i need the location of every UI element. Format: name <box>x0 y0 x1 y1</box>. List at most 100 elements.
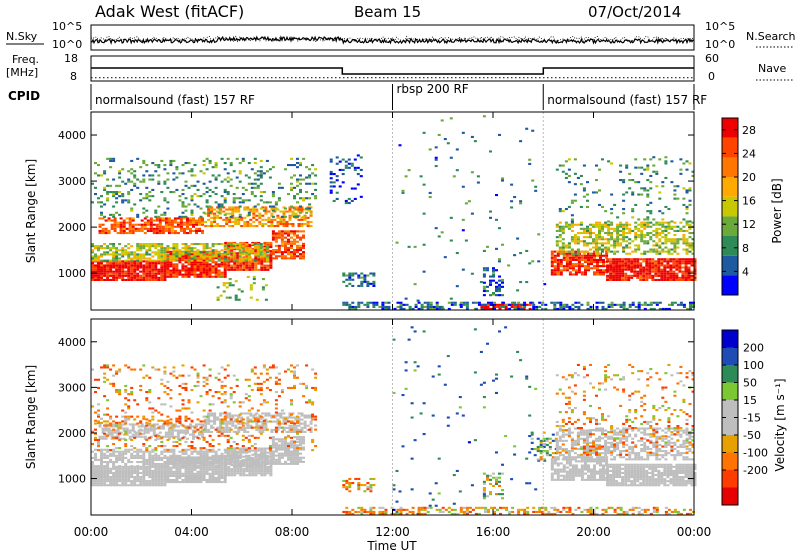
scatter-cell <box>178 259 181 261</box>
scatter-cell <box>185 272 188 274</box>
scatter-cell <box>266 160 269 162</box>
scatter-cell <box>172 463 175 465</box>
scatter-cell <box>206 463 209 465</box>
scatter-cell <box>682 204 685 206</box>
scatter-cell <box>572 267 575 269</box>
scatter-cell <box>108 220 111 222</box>
scatter-cell <box>670 220 673 222</box>
scatter-cell <box>260 166 263 168</box>
scatter-cell <box>673 247 676 249</box>
scatter-cell <box>172 245 175 247</box>
scatter-cell <box>136 258 139 260</box>
scatter-cell <box>163 168 166 170</box>
scatter-cell <box>621 267 624 269</box>
scatter-cell <box>254 183 257 185</box>
scatter-cell <box>142 255 145 257</box>
scatter-cell <box>100 470 103 472</box>
scatter-cell <box>296 230 299 232</box>
scatter-cell <box>287 230 290 232</box>
scatter-cell <box>118 465 121 467</box>
scatter-cell <box>562 210 565 212</box>
scatter-cell <box>234 223 237 225</box>
scatter-cell <box>278 446 281 448</box>
scatter-cell <box>230 251 233 253</box>
scatter-cell <box>590 267 593 269</box>
scatter-cell <box>284 255 287 257</box>
scatter-cell <box>490 302 493 304</box>
scatter-cell <box>230 247 233 249</box>
scatter-cell <box>238 299 241 301</box>
scatter-cell <box>175 471 178 473</box>
scatter-cell <box>133 478 136 480</box>
scatter-cell <box>489 282 492 284</box>
scatter-cell <box>227 177 230 179</box>
scatter-cell <box>664 222 667 224</box>
scatter-cell <box>427 304 430 306</box>
scatter-cell <box>112 258 115 260</box>
scatter-cell <box>163 267 166 269</box>
scatter-cell <box>686 212 689 214</box>
scatter-cell <box>109 484 112 486</box>
scatter-cell <box>263 448 266 450</box>
scatter-cell <box>653 302 656 304</box>
scatter-cell <box>166 461 169 463</box>
scatter-cell <box>225 219 228 221</box>
scatter-cell <box>663 260 666 262</box>
scatter-cell <box>257 465 260 467</box>
scatter-cell <box>267 211 270 213</box>
scatter-cell <box>185 197 188 199</box>
scatter-cell <box>139 451 142 453</box>
scatter-cell <box>100 455 103 457</box>
scatter-cell <box>142 243 145 245</box>
scatter-cell <box>669 269 672 271</box>
scatter-cell <box>242 193 245 195</box>
scatter-cell <box>424 306 427 308</box>
scatter-cell <box>97 482 100 484</box>
scatter-cell <box>94 468 97 470</box>
scatter-cell <box>189 224 192 226</box>
scatter-cell <box>345 161 348 163</box>
scatter-cell <box>99 436 102 438</box>
scatter-cell <box>587 269 590 271</box>
scatter-cell <box>209 270 212 272</box>
scatter-cell <box>248 199 251 201</box>
scatter-cell <box>609 262 612 264</box>
scatter-cell <box>562 304 565 306</box>
scatter-cell <box>615 277 618 279</box>
scatter-cell <box>360 156 363 158</box>
scatter-cell <box>151 465 154 467</box>
scatter-cell <box>248 265 251 267</box>
scatter-cell <box>97 164 100 166</box>
scatter-cell <box>275 438 278 440</box>
scatter-cell <box>102 230 105 232</box>
scatter-cell <box>118 253 121 255</box>
scatter-cell <box>618 275 621 277</box>
scatter-cell <box>163 253 166 255</box>
scatter-cell <box>255 209 258 211</box>
scatter-cell <box>679 173 682 175</box>
scatter-cell <box>658 247 661 249</box>
scatter-cell <box>148 179 151 181</box>
colorbar-swatch <box>722 138 738 158</box>
scatter-cell <box>571 304 574 306</box>
scatter-cell <box>241 290 244 292</box>
scatter-cell <box>221 469 224 471</box>
scatter-cell <box>124 472 127 474</box>
scatter-cell <box>405 175 408 177</box>
scatter-cell <box>429 196 432 198</box>
scatter-cell <box>657 271 660 273</box>
scatter-cell <box>209 479 212 481</box>
scatter-cell <box>563 265 566 267</box>
scatter-cell <box>169 475 172 477</box>
scatter-cell <box>397 302 400 304</box>
scatter-cell <box>595 251 598 253</box>
scatter-cell <box>556 242 559 244</box>
scatter-cell <box>142 474 145 476</box>
scatter-cell <box>435 165 438 167</box>
scatter-cell <box>293 251 296 253</box>
scatter-cell <box>266 242 269 244</box>
scatter-cell <box>617 304 620 306</box>
scatter-cell <box>627 279 630 281</box>
scatter-cell <box>221 457 224 459</box>
scatter-cell <box>601 238 604 240</box>
